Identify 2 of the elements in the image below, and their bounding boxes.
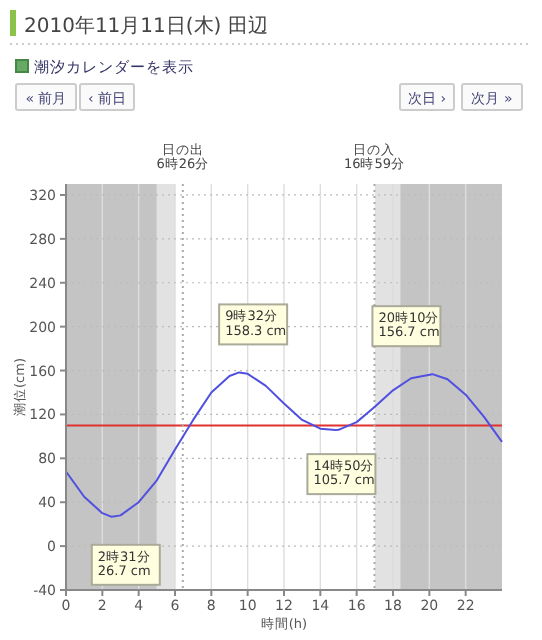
line-series	[65, 371, 503, 518]
chart-title: 2010年11月11日(木) 田辺	[24, 14, 268, 38]
